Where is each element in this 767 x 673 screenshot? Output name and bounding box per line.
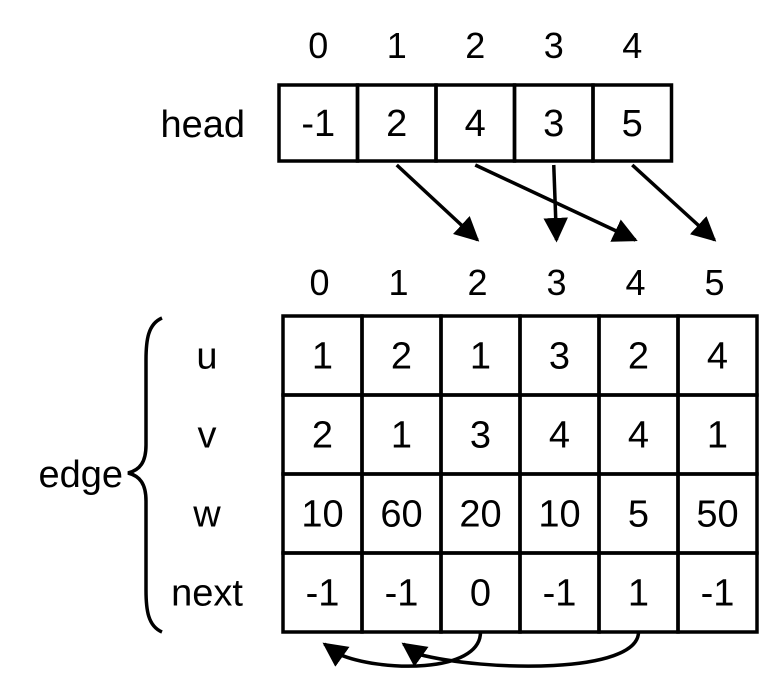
head-index-row: 0 1 2 3 4	[308, 25, 642, 66]
next-pointer-arrows	[322, 631, 641, 668]
edge-cell: 5	[597, 472, 680, 555]
edge-cell-value: 4	[628, 415, 649, 457]
edge-row-label: next	[171, 573, 243, 615]
head-cell: -1	[277, 83, 360, 163]
head-cell-value: 4	[465, 103, 486, 145]
edge-index-label: 4	[625, 262, 645, 303]
edge-brace	[127, 316, 163, 634]
edge-cell: 2	[597, 314, 680, 397]
edge-cell: 1	[676, 393, 759, 476]
edge-cell: 2	[281, 393, 364, 476]
head-cell-value: 5	[622, 103, 643, 145]
head-index-label: 1	[387, 25, 407, 66]
edge-cell-value: -1	[543, 573, 577, 615]
head-index-label: 0	[308, 25, 328, 66]
edge-cell: 50	[676, 472, 759, 555]
edge-cell-value: 1	[707, 415, 728, 457]
edge-cell-value: 4	[549, 415, 570, 457]
head-cell: 5	[591, 83, 674, 163]
head-cell: 2	[355, 83, 438, 163]
head-pointer-arrow	[395, 163, 480, 242]
edge-cell-value: 5	[628, 494, 649, 536]
edge-cell: 2	[360, 314, 443, 397]
edge-cell: 1	[439, 314, 522, 397]
head-cell-value: 2	[386, 103, 407, 145]
next-pointer-arrow	[401, 631, 641, 668]
edge-index-label: 2	[467, 262, 487, 303]
edge-cell: -1	[518, 551, 601, 634]
edge-cell-value: 20	[459, 494, 501, 536]
head-cell: 4	[434, 83, 517, 163]
edge-cell-value: 50	[696, 494, 738, 536]
edge-cell: 1	[597, 551, 680, 634]
edge-cell: 4	[676, 314, 759, 397]
head-index-label: 4	[622, 25, 642, 66]
edge-cell-value: 4	[707, 336, 728, 378]
edge-cell-value: -1	[385, 573, 419, 615]
head-label: head	[160, 104, 245, 146]
edge-row-label: u	[196, 336, 217, 378]
head-cell-value: -1	[301, 103, 335, 145]
edge-cell-value: 10	[301, 494, 343, 536]
edge-cell: 1	[281, 314, 364, 397]
edge-cell: 4	[518, 393, 601, 476]
edge-cell-value: -1	[306, 573, 340, 615]
edge-cell: 1	[360, 393, 443, 476]
edge-cell-value: 1	[470, 336, 491, 378]
head-cell-box	[591, 83, 674, 163]
head-pointer-arrows	[395, 163, 717, 243]
edge-cell-value: 3	[470, 415, 491, 457]
head-pointer-arrow	[543, 164, 568, 243]
edge-index-label: 3	[546, 262, 566, 303]
edge-table: 1 2 1 3 2 4 2 1 3 4 4 1 10 60 20 10 5 50 -1 -1 0 -1 1 -1	[281, 314, 759, 634]
head-array: -1 2 4 3 5	[277, 83, 674, 163]
edge-cell-value: 1	[391, 415, 412, 457]
edge-cell: -1	[676, 551, 759, 634]
edge-cell-value: 2	[391, 336, 412, 378]
edge-cell: 0	[439, 551, 522, 634]
head-cell-value: 3	[543, 103, 564, 145]
head-pointer-arrow	[631, 163, 717, 242]
edge-cell-value: 10	[538, 494, 580, 536]
edge-cell-value: 2	[628, 336, 649, 378]
edge-cell-box	[676, 551, 759, 634]
edge-row-labels: uvw next	[171, 336, 243, 615]
edge-index-row: 0 1 2 3 4 5	[309, 262, 724, 303]
edge-cell: 10	[281, 472, 364, 555]
head-index-label: 3	[544, 25, 564, 66]
edge-cell-value: 3	[549, 336, 570, 378]
edge-index-label: 0	[309, 262, 329, 303]
head-cell: 3	[512, 83, 595, 163]
edge-row-label: w	[192, 494, 221, 536]
edge-cell: 3	[518, 314, 601, 397]
edge-cell-value: 1	[312, 336, 333, 378]
edge-index-label: 5	[704, 262, 724, 303]
head-index-label: 2	[465, 25, 485, 66]
edge-cell: -1	[360, 551, 443, 634]
edge-cell-value: -1	[701, 573, 735, 615]
edge-row-label: v	[198, 415, 217, 457]
edge-cell: -1	[281, 551, 364, 634]
edge-cell-value: 1	[628, 573, 649, 615]
edge-cell-value: 0	[470, 573, 491, 615]
edge-cell: 20	[439, 472, 522, 555]
edge-cell: 10	[518, 472, 601, 555]
edge-label: edge	[38, 454, 123, 496]
edge-cell-value: 60	[380, 494, 422, 536]
edge-cell-value: 2	[312, 415, 333, 457]
edge-cell: 4	[597, 393, 680, 476]
edge-index-label: 1	[388, 262, 408, 303]
edge-cell: 3	[439, 393, 522, 476]
edge-cell: 60	[360, 472, 443, 555]
